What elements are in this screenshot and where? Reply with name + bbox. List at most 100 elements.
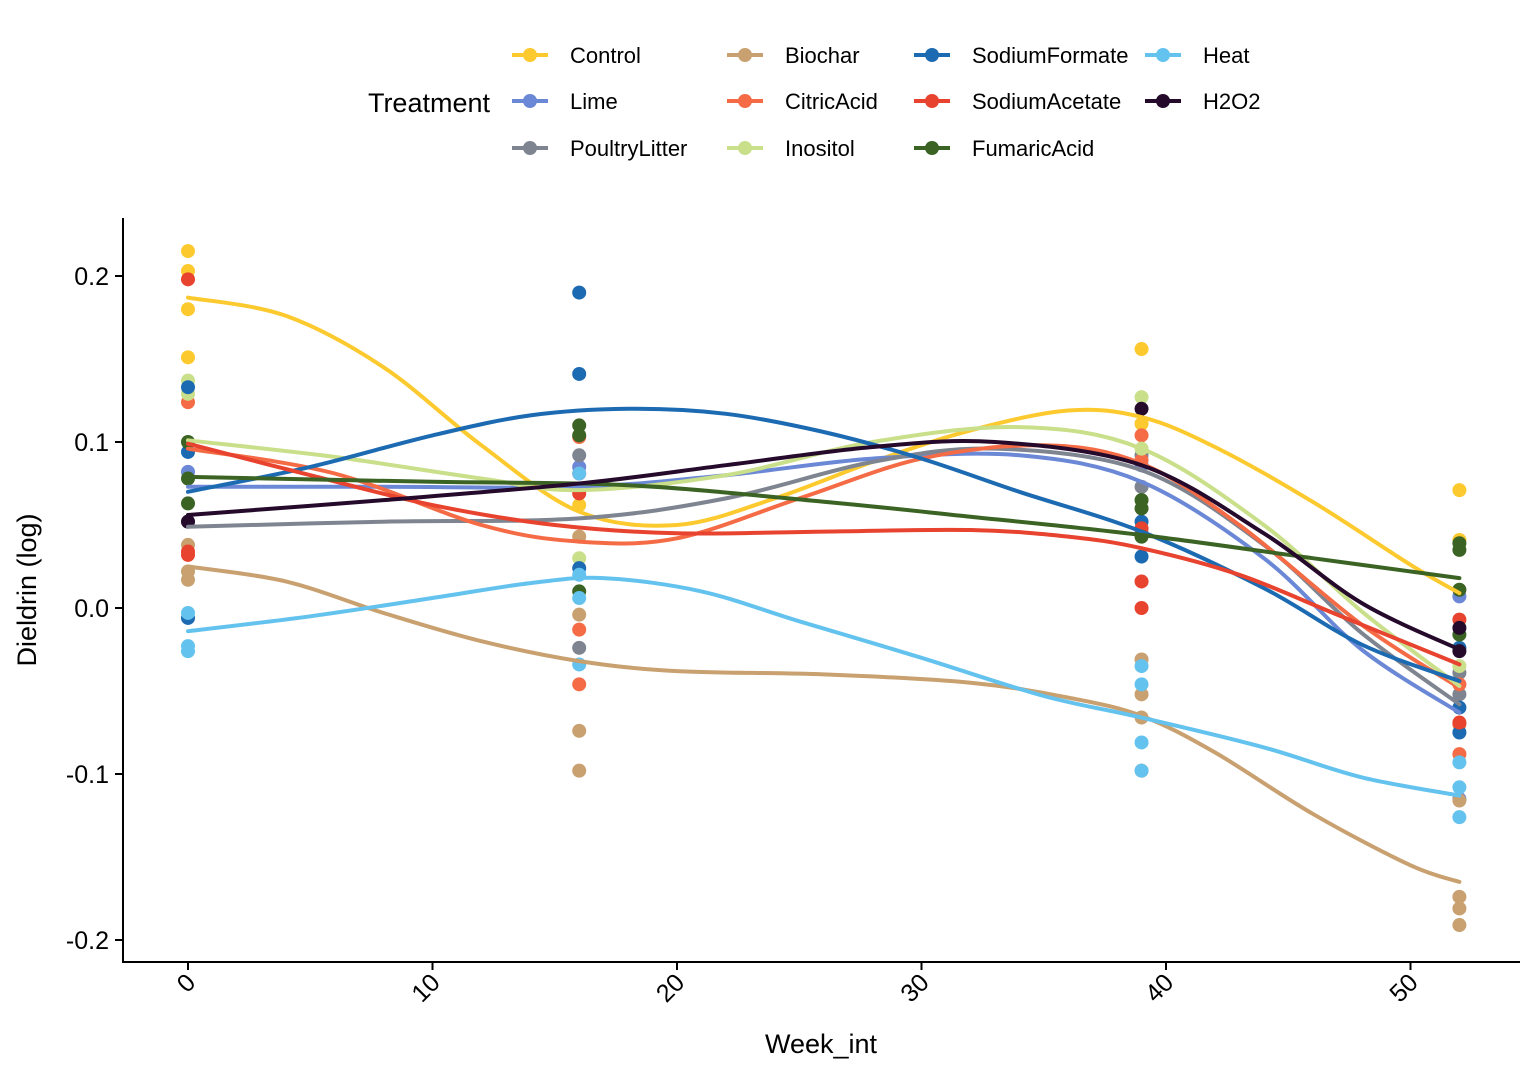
axes: -0.2-0.10.00.10.2 0 10 20 30 40 50 Week_int D… bbox=[12, 218, 1520, 1059]
point-heat bbox=[1134, 735, 1149, 750]
point-heat bbox=[181, 605, 195, 620]
legend-label: Inositol bbox=[785, 136, 855, 161]
point-sodiumformate bbox=[1452, 725, 1467, 740]
legend-key-dot bbox=[738, 94, 752, 108]
data-points bbox=[181, 244, 1467, 933]
point-h2o2 bbox=[1134, 401, 1149, 416]
point-sodiumacetate bbox=[181, 272, 195, 287]
x-axis-title: Week_int bbox=[765, 1029, 878, 1059]
legend-items: Control Lime PoultryLitter Biochar CitricAci… bbox=[512, 43, 1260, 161]
point-heat bbox=[1452, 755, 1467, 770]
point-inositol bbox=[572, 551, 587, 566]
point-citricacid bbox=[572, 622, 587, 637]
legend-item-lime: Lime bbox=[512, 89, 618, 114]
point-heat bbox=[1452, 810, 1467, 825]
legend-key-dot bbox=[1156, 48, 1170, 62]
point-fumaricacid bbox=[572, 418, 587, 433]
point-control bbox=[1134, 342, 1149, 357]
point-heat bbox=[572, 591, 587, 606]
point-fumaricacid bbox=[1134, 501, 1149, 516]
y-tick-label: -0.1 bbox=[66, 761, 109, 789]
legend-key-dot bbox=[523, 141, 537, 155]
point-sodiumacetate bbox=[1134, 601, 1149, 615]
y-axis-title: Dieldrin (log) bbox=[12, 513, 42, 666]
legend-item-heat: Heat bbox=[1145, 43, 1249, 68]
legend-label: PoultryLitter bbox=[570, 136, 687, 161]
curve-sodiumacetate bbox=[186, 441, 1462, 667]
point-biochar bbox=[572, 723, 587, 738]
curve-control bbox=[186, 295, 1462, 596]
point-sodiumacetate bbox=[1134, 574, 1149, 589]
curve-inositol bbox=[186, 425, 1462, 688]
point-biochar bbox=[1452, 889, 1467, 904]
legend-label: Biochar bbox=[785, 43, 860, 68]
point-biochar bbox=[1452, 793, 1467, 808]
y-ticks: -0.2 -0.1 0.0 0.1 0.2 bbox=[66, 263, 123, 955]
y-tick-label: 0.1 bbox=[74, 429, 109, 457]
point-poultrylitter bbox=[1452, 687, 1467, 702]
legend-item-control: Control bbox=[512, 43, 641, 68]
y-tick-label: 0.2 bbox=[74, 263, 109, 291]
point-sodiumformate bbox=[572, 285, 587, 300]
point-poultrylitter bbox=[572, 448, 587, 463]
point-biochar bbox=[572, 607, 587, 622]
point-biochar bbox=[1452, 918, 1467, 933]
point-citricacid bbox=[572, 677, 587, 692]
point-control bbox=[1134, 416, 1149, 431]
plot-area bbox=[181, 244, 1467, 933]
smooth-curves bbox=[186, 295, 1462, 884]
point-sodiumformate bbox=[1134, 549, 1149, 564]
legend-item-sodiumacetate: SodiumAcetate bbox=[914, 89, 1121, 114]
point-inositol bbox=[1134, 390, 1149, 405]
point-heat bbox=[1452, 780, 1467, 795]
legend-label: H2O2 bbox=[1203, 89, 1260, 114]
legend-item-sodiumformate: SodiumFormate bbox=[914, 43, 1129, 68]
legend-item-biochar: Biochar bbox=[727, 43, 860, 68]
legend-label: Control bbox=[570, 43, 641, 68]
legend-label: Lime bbox=[570, 89, 618, 114]
legend-label: SodiumFormate bbox=[972, 43, 1129, 68]
point-fumaricacid bbox=[1452, 542, 1467, 557]
point-citricacid bbox=[1134, 428, 1149, 443]
legend-label: Heat bbox=[1203, 43, 1249, 68]
point-biochar bbox=[572, 763, 587, 778]
legend-item-inositol: Inositol bbox=[727, 136, 855, 161]
legend-title: Treatment bbox=[368, 88, 491, 118]
legend-item-citricacid: CitricAcid bbox=[727, 89, 878, 114]
point-heat bbox=[572, 466, 587, 481]
curve-fumaricacid bbox=[186, 474, 1462, 581]
point-control bbox=[181, 244, 195, 259]
curve-h2o2 bbox=[186, 438, 1462, 652]
legend-key-dot bbox=[925, 48, 939, 62]
point-heat bbox=[1134, 659, 1149, 674]
point-heat bbox=[1134, 677, 1149, 692]
point-biochar bbox=[181, 572, 195, 587]
point-control bbox=[1452, 483, 1467, 498]
legend-key-dot bbox=[738, 48, 752, 62]
legend-key-dot bbox=[523, 94, 537, 108]
legend-key-dot bbox=[738, 141, 752, 155]
point-h2o2 bbox=[1452, 620, 1467, 635]
point-control bbox=[181, 350, 195, 365]
point-heat bbox=[1134, 763, 1149, 778]
legend-label: FumaricAcid bbox=[972, 136, 1094, 161]
point-heat bbox=[181, 644, 195, 659]
legend-key-dot bbox=[925, 141, 939, 155]
y-tick-label: -0.2 bbox=[66, 927, 109, 955]
point-sodiumacetate bbox=[181, 547, 195, 562]
point-sodiumformate bbox=[572, 366, 587, 381]
point-fumaricacid bbox=[572, 428, 587, 443]
legend-item-fumaricacid: FumaricAcid bbox=[914, 136, 1094, 161]
curve-sodiumformate bbox=[186, 406, 1462, 683]
curve-citricacid bbox=[186, 443, 1462, 690]
legend: Treatment Control Lime PoultryLitter Biocha… bbox=[368, 43, 1261, 161]
legend-key-dot bbox=[1156, 94, 1170, 108]
legend-key-dot bbox=[925, 94, 939, 108]
point-biochar bbox=[1452, 901, 1467, 916]
curve-heat bbox=[186, 575, 1462, 798]
curve-biochar bbox=[186, 564, 1462, 884]
point-poultrylitter bbox=[572, 640, 587, 655]
point-sodiumformate bbox=[181, 380, 195, 395]
